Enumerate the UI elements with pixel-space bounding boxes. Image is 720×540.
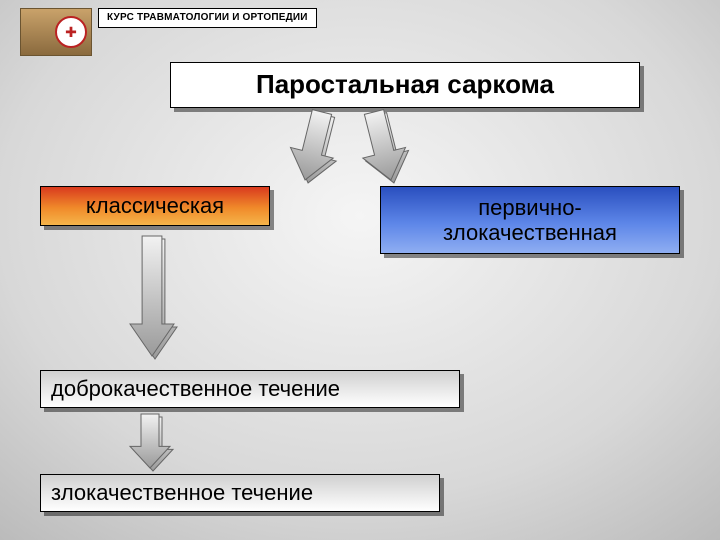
arrow-title-to-left bbox=[284, 107, 344, 186]
arrow-title-to-right bbox=[356, 110, 416, 189]
course-header: КУРС ТРАВМАТОЛОГИИ И ОРТОПЕДИИ bbox=[98, 8, 317, 28]
arrow-benign-to-malign bbox=[133, 417, 173, 471]
logo: ✚ bbox=[20, 8, 92, 56]
diagram-title: Паростальная саркома bbox=[170, 62, 640, 108]
node-classical: классическая bbox=[40, 186, 270, 226]
arrow-left-to-benign bbox=[133, 239, 177, 359]
logo-badge-icon: ✚ bbox=[55, 16, 87, 48]
arrow-title-to-right bbox=[353, 107, 413, 186]
arrow-left-to-benign bbox=[130, 236, 174, 356]
arrow-benign-to-malign bbox=[130, 414, 170, 468]
node-benign-course: доброкачественное течение bbox=[40, 370, 460, 408]
node-primary-malignant: первично- злокачественная bbox=[380, 186, 680, 254]
arrow-title-to-left bbox=[287, 110, 347, 189]
node-malignant-course: злокачественное течение bbox=[40, 474, 440, 512]
node-primary-malignant-label: первично- злокачественная bbox=[443, 195, 617, 246]
